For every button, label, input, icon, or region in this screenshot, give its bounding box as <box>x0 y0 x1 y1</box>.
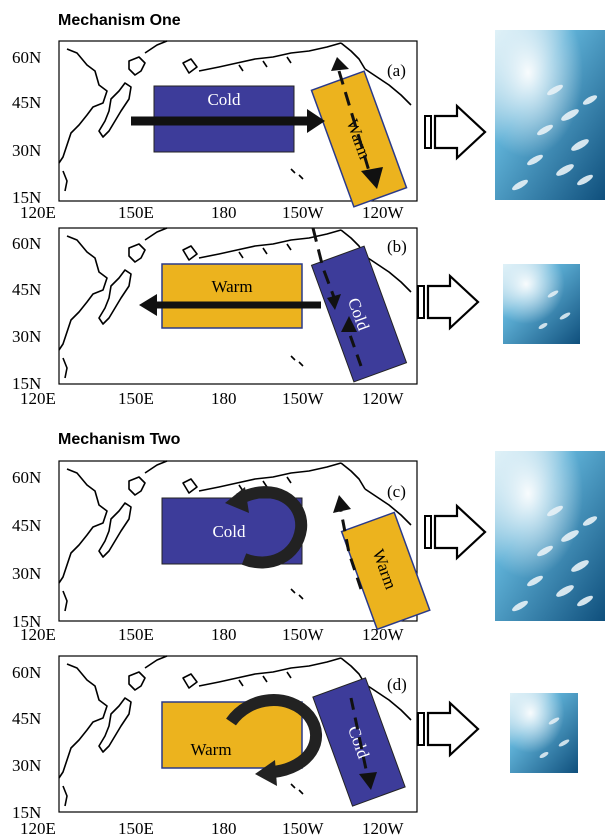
lon-tick: 150E <box>118 819 154 838</box>
result-arrow <box>417 700 480 758</box>
box-main <box>161 263 303 329</box>
lon-tick: 150W <box>282 203 325 222</box>
side-arrow <box>339 510 363 590</box>
panel-id: (c) <box>387 482 406 501</box>
lon-tick: 120W <box>362 625 405 644</box>
box-main-label: Warm <box>190 740 231 759</box>
lat-tick: 45N <box>12 280 41 299</box>
lat-tick: 45N <box>12 709 41 728</box>
box-main-label: Warm <box>211 277 252 296</box>
result-arrow <box>424 503 487 561</box>
fish-school-image-small <box>510 693 578 773</box>
fish-school-image <box>495 30 605 200</box>
lat-tick: 15N <box>12 803 41 822</box>
heading-mechanism-one: Mechanism One <box>58 12 181 29</box>
box-main-label: Cold <box>207 90 241 109</box>
gyre-arrow <box>236 486 308 569</box>
result-arrow <box>424 103 487 161</box>
fish-school-image-small <box>503 264 580 344</box>
lon-tick: 180 <box>211 625 237 644</box>
panel-a: Cold Warm (a) <box>58 40 418 208</box>
lat-tick: 30N <box>12 564 41 583</box>
panel-id: (a) <box>387 61 406 80</box>
lon-tick: 150E <box>118 389 154 408</box>
lat-tick: 15N <box>12 612 41 631</box>
lon-tick: 180 <box>211 389 237 408</box>
panel-b: Warm Cold (b) <box>58 227 418 385</box>
lat-tick: 45N <box>12 93 41 112</box>
heading-mechanism-two: Mechanism Two <box>58 431 181 448</box>
lat-tick: 15N <box>12 374 41 393</box>
lon-tick: 120W <box>362 819 405 838</box>
lon-tick: 120E <box>20 819 56 838</box>
lon-tick: 150E <box>118 625 154 644</box>
lon-tick: 120E <box>20 625 56 644</box>
lon-tick: 150E <box>118 203 154 222</box>
gyre-arrow <box>226 694 322 778</box>
lat-tick: 15N <box>12 188 41 207</box>
side-arrow <box>349 697 369 775</box>
panel-id: (d) <box>387 675 407 694</box>
lon-tick: 180 <box>211 203 237 222</box>
lat-tick: 30N <box>12 141 41 160</box>
lon-tick: 180 <box>211 819 237 838</box>
fish-school-image <box>495 451 605 621</box>
lon-tick: 150W <box>282 389 325 408</box>
result-arrow <box>417 273 480 331</box>
box-side: Warm <box>340 511 431 631</box>
side-arrow <box>337 70 371 172</box>
lon-tick: 150W <box>282 625 325 644</box>
panel-c: Cold Warm (c) <box>58 460 431 631</box>
lat-tick: 45N <box>12 516 41 535</box>
panel-d: Warm Cold (d) <box>58 655 418 813</box>
lat-tick: 60N <box>12 468 41 487</box>
side-arrow <box>311 227 337 301</box>
lon-tick: 120E <box>20 203 56 222</box>
box-main-label: Cold <box>212 522 246 541</box>
lat-tick: 60N <box>12 48 41 67</box>
lon-tick: 150W <box>282 819 325 838</box>
lat-tick: 60N <box>12 663 41 682</box>
lon-tick: 120W <box>362 389 405 408</box>
lat-tick: 60N <box>12 234 41 253</box>
lat-tick: 30N <box>12 327 41 346</box>
panel-id: (b) <box>387 237 407 256</box>
lat-tick: 30N <box>12 756 41 775</box>
lon-tick: 120E <box>20 389 56 408</box>
lon-tick: 120W <box>362 203 405 222</box>
